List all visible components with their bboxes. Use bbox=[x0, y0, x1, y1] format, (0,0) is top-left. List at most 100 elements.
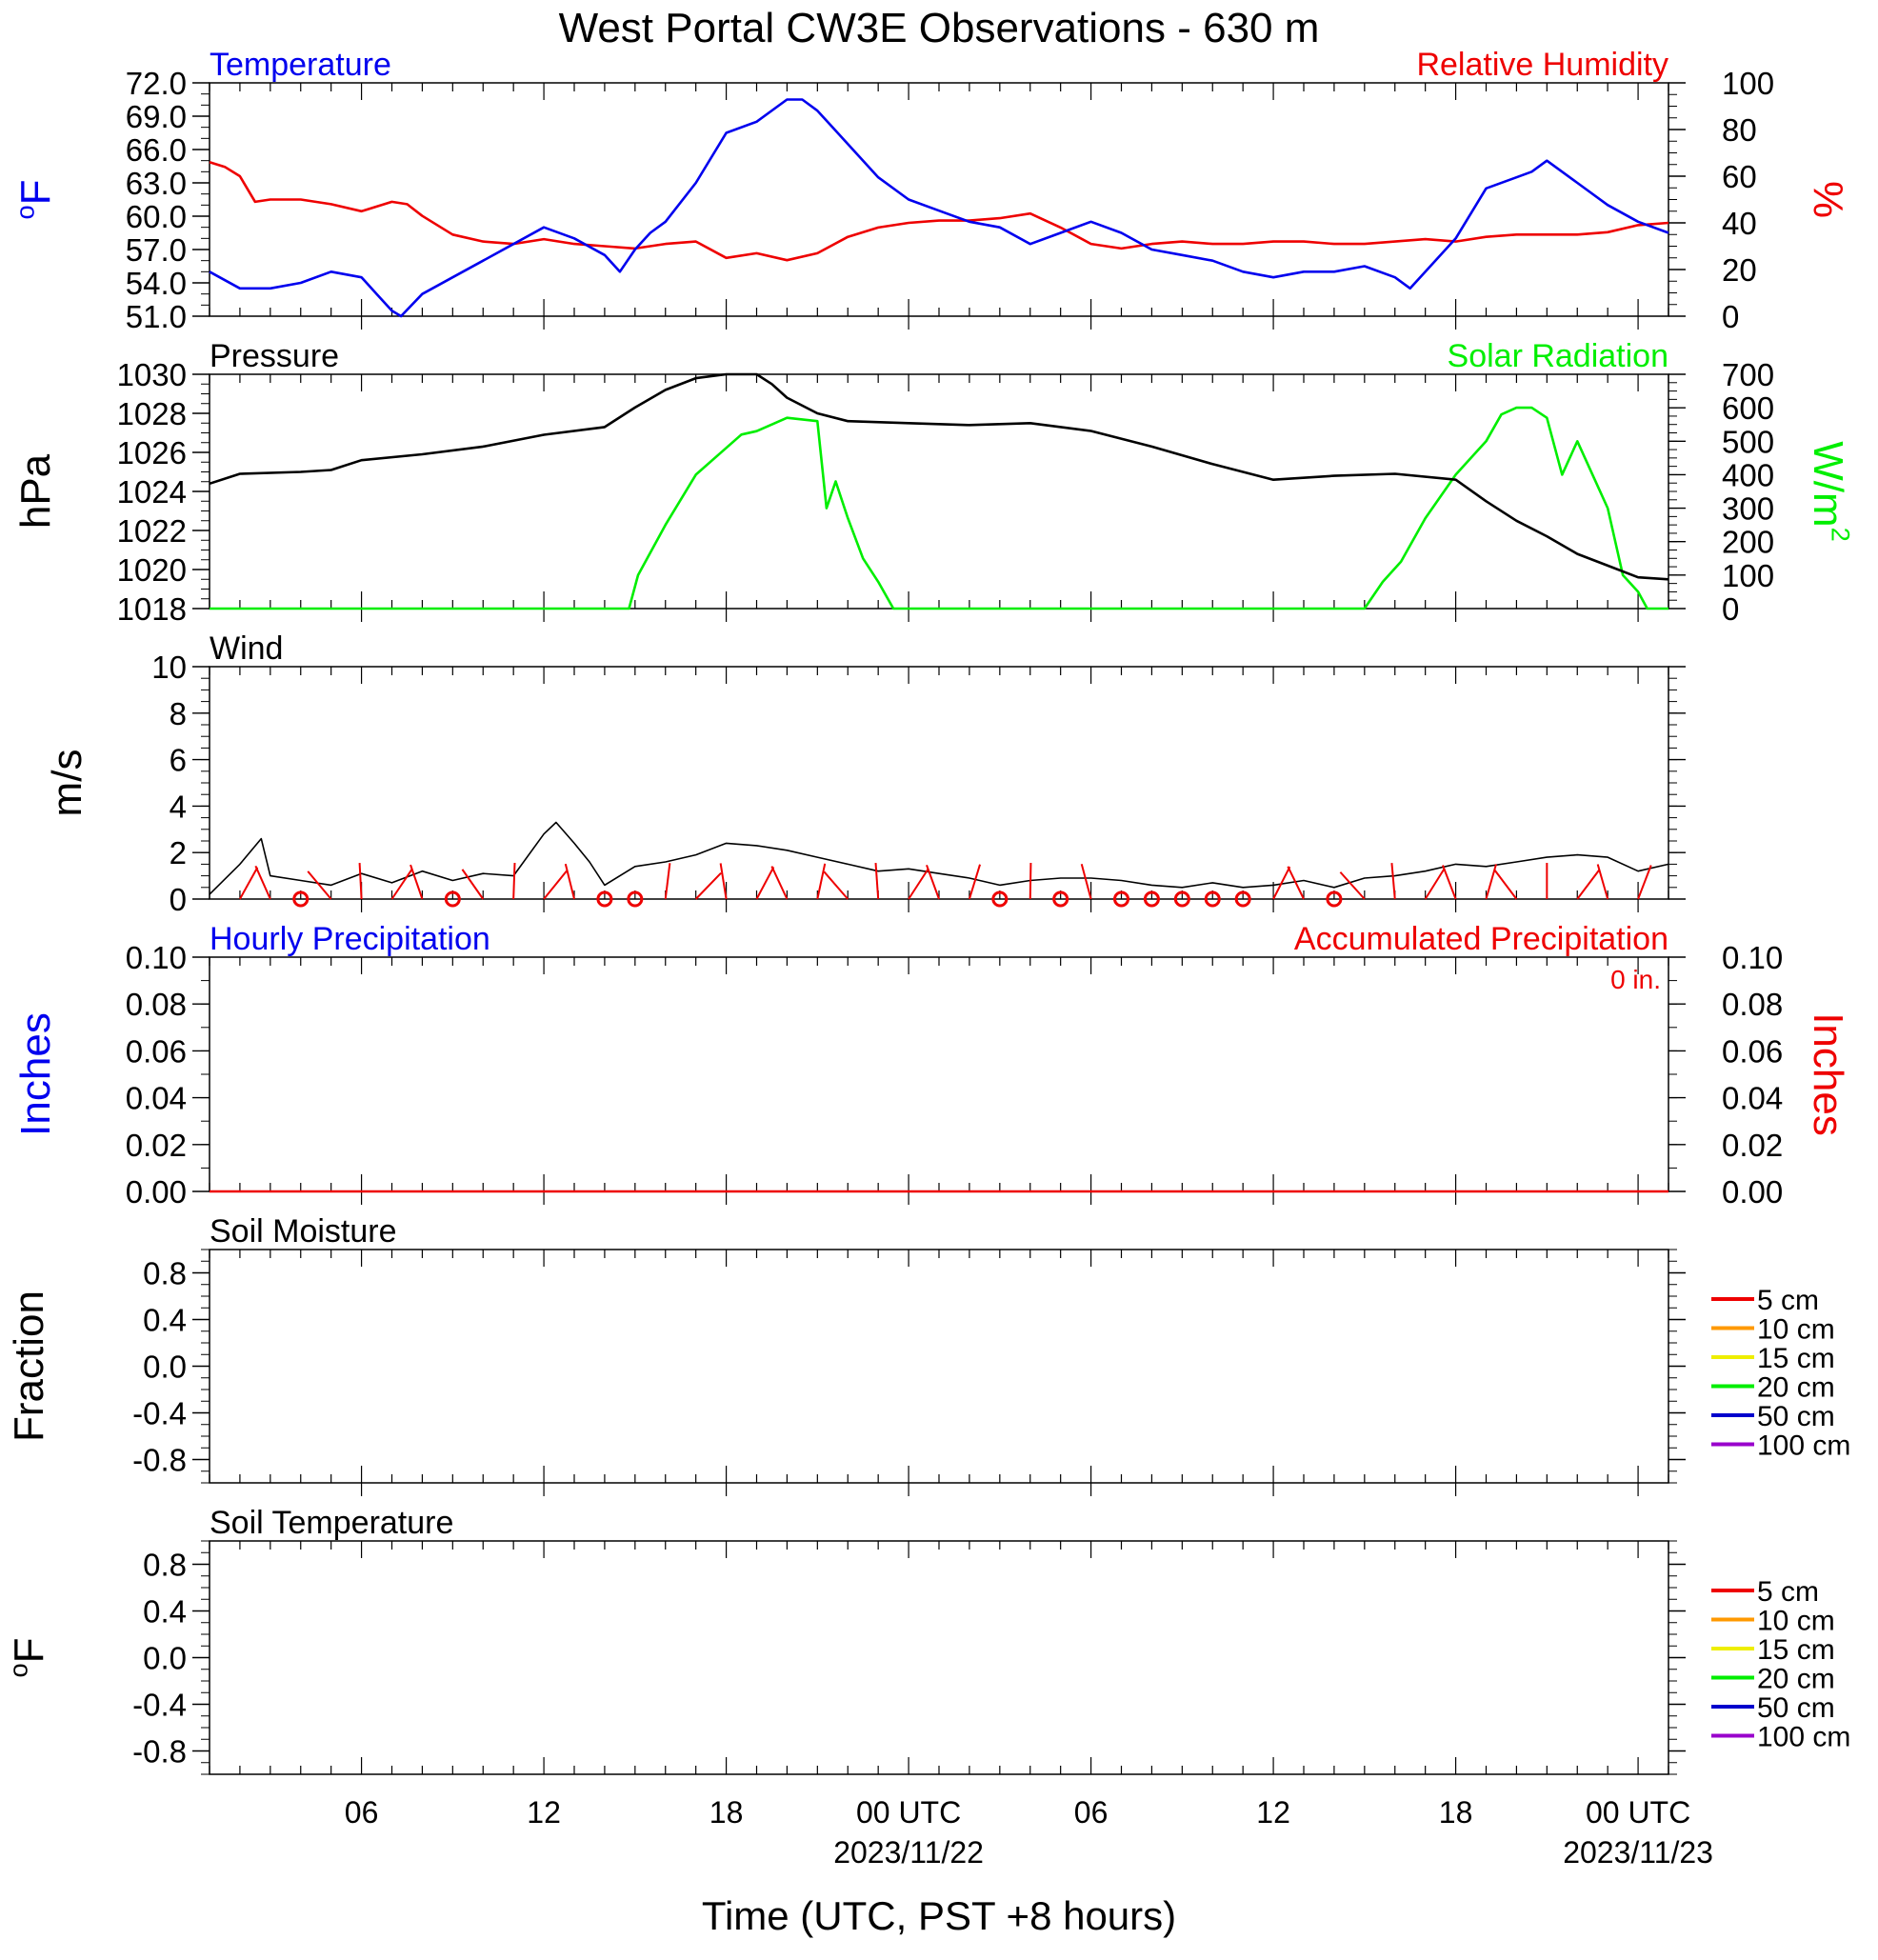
temperature-line bbox=[209, 98, 1669, 318]
wind-barb bbox=[1596, 864, 1609, 900]
y-tick-label: 0.8 bbox=[143, 1256, 187, 1291]
temperature-title: Temperature bbox=[210, 47, 391, 83]
wind-barb bbox=[816, 863, 827, 900]
x-tick-label: 18 bbox=[1439, 1795, 1473, 1830]
wind-barb bbox=[874, 863, 880, 900]
y-tick-label: -0.8 bbox=[132, 1443, 187, 1478]
y-tick-label-right: 500 bbox=[1722, 424, 1774, 459]
y-tick-label: 0.00 bbox=[126, 1174, 187, 1210]
wind-barb bbox=[1637, 865, 1652, 900]
y-tick-label: 8 bbox=[170, 696, 187, 731]
soil-temperature-title: Soil Temperature bbox=[210, 1505, 453, 1541]
y-tick-label-right: 400 bbox=[1722, 457, 1774, 492]
y-tick-label: 60.0 bbox=[126, 199, 187, 234]
wind-barb bbox=[694, 871, 722, 900]
y-tick-label: 66.0 bbox=[126, 132, 187, 168]
x-tick-label: 12 bbox=[1256, 1795, 1290, 1830]
panel-frame bbox=[209, 666, 1669, 900]
wind-barb bbox=[1485, 864, 1497, 900]
legend-label: 20 cm bbox=[1757, 1372, 1835, 1404]
wind-barb bbox=[564, 863, 575, 900]
wind-barb bbox=[926, 864, 940, 900]
wind-barb bbox=[770, 866, 789, 900]
pressure-title: Pressure bbox=[210, 338, 339, 374]
legend-label: 10 cm bbox=[1757, 1606, 1835, 1637]
accum-precip-title: Accumulated Precipitation bbox=[1294, 921, 1668, 957]
accum-total-label: 0 in. bbox=[1610, 965, 1661, 994]
y-tick-label-right: 100 bbox=[1722, 558, 1774, 593]
legend-label: 15 cm bbox=[1757, 1634, 1835, 1666]
unit-letter: F bbox=[12, 179, 59, 205]
wind-barb bbox=[1390, 863, 1396, 900]
panel-wind: 10 8 6 4 2 0 Wind m/s bbox=[44, 630, 1686, 917]
y-tick-label-right: 200 bbox=[1722, 525, 1774, 560]
hourly-precip-axis-label: Inches bbox=[12, 1012, 59, 1136]
soil-moisture-axis-label: Fraction bbox=[6, 1290, 52, 1442]
y-tick-label: -0.8 bbox=[132, 1734, 187, 1770]
humidity-title: Relative Humidity bbox=[1416, 47, 1668, 83]
panel-frame bbox=[209, 1540, 1669, 1775]
soil-moisture-title: Soil Moisture bbox=[210, 1213, 397, 1250]
panel-temperature-humidity: 72.069.066.063.060.057.054.051.0 100 80 60 4… bbox=[10, 47, 1851, 334]
y-tick-label: 2 bbox=[170, 835, 187, 870]
wind-barb bbox=[823, 870, 849, 900]
calm-wind-circle bbox=[292, 890, 310, 908]
pressure-line bbox=[209, 372, 1669, 581]
y-tick-label-right: 80 bbox=[1722, 112, 1757, 148]
y-tick-label: 57.0 bbox=[126, 232, 187, 268]
temperature-axis-label: oF bbox=[10, 179, 59, 219]
x-tick-label: 18 bbox=[709, 1795, 744, 1830]
y-tick-label-right: 0.06 bbox=[1722, 1033, 1783, 1069]
wind-barb bbox=[461, 869, 485, 900]
y-tick-label: 1020 bbox=[117, 552, 187, 588]
legend-label: 20 cm bbox=[1757, 1664, 1835, 1695]
y-tick-label: 63.0 bbox=[126, 166, 187, 201]
y-tick-label: 69.0 bbox=[126, 99, 187, 134]
wind-barb bbox=[1080, 864, 1092, 900]
y-tick-label: 0.06 bbox=[126, 1033, 187, 1069]
y-tick-label: 1022 bbox=[117, 513, 187, 549]
wind-barb bbox=[254, 865, 271, 900]
y-tick-label: 0.0 bbox=[143, 1641, 187, 1676]
y-tick-label-right: 0.02 bbox=[1722, 1128, 1783, 1163]
x-tick-label: 12 bbox=[527, 1795, 561, 1830]
chart-title: West Portal CW3E Observations - 630 m bbox=[559, 5, 1320, 51]
y-tick-label: 1030 bbox=[117, 357, 187, 392]
wind-barb bbox=[1424, 868, 1446, 900]
x-tick-label: 06 bbox=[1074, 1795, 1109, 1830]
wind-barb bbox=[1442, 865, 1457, 900]
wind-barb bbox=[239, 867, 259, 900]
wind-barb bbox=[390, 868, 413, 900]
x-axis-label: Time (UTC, PST +8 hours) bbox=[702, 1893, 1176, 1938]
y-tick-label: 51.0 bbox=[126, 299, 187, 334]
wind-barb bbox=[719, 863, 728, 900]
y-tick-label: 0.4 bbox=[143, 1303, 187, 1338]
hourly-precip-title: Hourly Precipitation bbox=[210, 921, 490, 957]
wind-barb bbox=[410, 864, 424, 900]
y-tick-label-right: 60 bbox=[1722, 159, 1757, 194]
calm-wind-circle bbox=[444, 890, 461, 908]
y-tick-label: 6 bbox=[170, 743, 187, 778]
y-tick-label-right: 20 bbox=[1722, 252, 1757, 288]
legend-label: 10 cm bbox=[1757, 1314, 1835, 1346]
x-tick-date: 2023/11/22 bbox=[833, 1835, 984, 1870]
y-tick-label-right: 40 bbox=[1722, 206, 1757, 241]
wind-barb bbox=[307, 870, 332, 900]
humidity-axis-label: % bbox=[1805, 181, 1851, 218]
legend-label: 100 cm bbox=[1757, 1722, 1850, 1753]
x-tick-label: 00 UTC bbox=[856, 1795, 961, 1830]
wind-barb bbox=[358, 862, 363, 900]
x-tick-label: 06 bbox=[345, 1795, 379, 1830]
legend-label: 15 cm bbox=[1757, 1343, 1835, 1374]
panel-frame bbox=[209, 1249, 1669, 1484]
solar-line bbox=[210, 406, 1668, 610]
unit-degree: o bbox=[10, 205, 39, 219]
y-tick-label: 0.04 bbox=[126, 1081, 187, 1116]
calm-wind-circle bbox=[1173, 890, 1190, 908]
panel-frame bbox=[209, 956, 1669, 1192]
